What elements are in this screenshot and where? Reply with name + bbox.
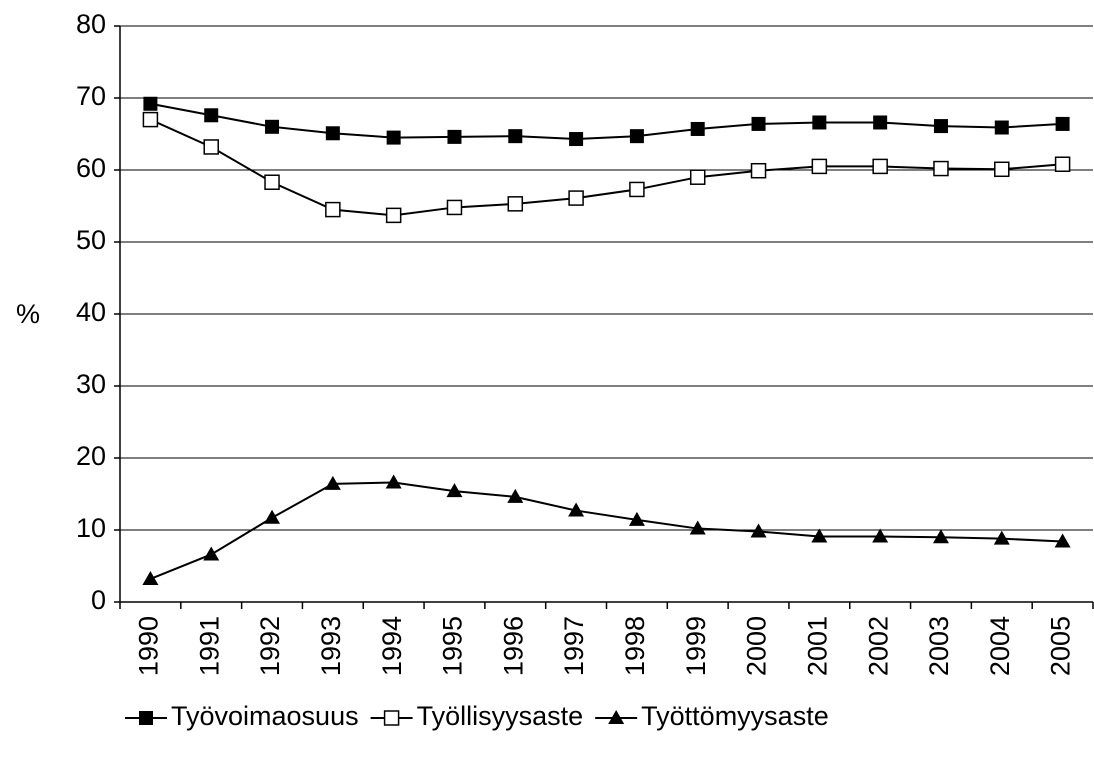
marker [994, 120, 1009, 135]
x-tick-label: 1990 [134, 616, 164, 676]
y-tick-label: 60 [76, 153, 106, 183]
marker [385, 207, 402, 224]
y-tick-label: 50 [76, 225, 106, 255]
legend-label: Työllisyysaste [417, 701, 584, 731]
marker [204, 108, 219, 123]
marker [872, 158, 888, 175]
marker [1054, 533, 1071, 548]
marker [264, 509, 281, 524]
marker [143, 96, 158, 111]
marker [994, 161, 1010, 178]
marker [264, 174, 280, 190]
marker [873, 115, 888, 130]
x-tick-label: 1993 [316, 616, 346, 676]
legend-label: Työttömyysaste [641, 701, 829, 731]
marker [142, 570, 159, 585]
y-axis-label: % [16, 299, 40, 329]
marker [750, 162, 767, 179]
marker [750, 523, 767, 538]
x-tick-label: 1992 [255, 616, 285, 676]
marker [608, 710, 625, 724]
marker [385, 474, 402, 489]
y-tick-label: 10 [76, 513, 106, 543]
legend-label: Työvoimaosuus [171, 701, 359, 731]
marker [629, 181, 645, 198]
marker [265, 119, 280, 134]
marker [203, 139, 219, 155]
marker [872, 528, 889, 543]
marker [932, 529, 949, 544]
x-tick-label: 2000 [742, 616, 772, 676]
y-tick-label: 30 [76, 369, 106, 399]
marker [689, 520, 706, 535]
marker [993, 530, 1010, 545]
x-tick-label: 1991 [194, 616, 224, 676]
marker [1055, 116, 1070, 131]
x-tick-label: 2001 [802, 616, 832, 676]
marker [386, 130, 401, 145]
marker [933, 119, 948, 134]
marker [507, 488, 524, 503]
marker [447, 129, 462, 144]
x-tick-label: 1999 [681, 616, 711, 676]
marker [139, 711, 153, 725]
x-tick-label: 1997 [559, 616, 589, 676]
marker [569, 132, 584, 147]
y-tick-label: 80 [76, 9, 106, 39]
marker [751, 116, 766, 131]
marker [507, 196, 524, 212]
marker [508, 129, 523, 144]
marker [811, 528, 828, 543]
marker [811, 158, 828, 175]
marker [446, 199, 463, 216]
series-line [150, 102, 1063, 141]
x-tick-label: 1998 [620, 616, 650, 676]
marker [383, 710, 400, 726]
marker [933, 160, 949, 177]
x-tick-label: 1996 [498, 616, 528, 676]
y-tick-label: 20 [76, 441, 106, 471]
marker [568, 502, 585, 517]
marker [689, 169, 706, 185]
x-tick-label: 1994 [377, 616, 407, 676]
marker [142, 111, 159, 128]
series-line [150, 481, 1063, 580]
marker [325, 201, 341, 218]
y-tick-label: 40 [76, 297, 106, 327]
marker [568, 190, 584, 206]
x-tick-label: 1995 [438, 616, 468, 676]
x-tick-label: 2002 [863, 616, 893, 676]
y-tick-label: 70 [76, 81, 106, 111]
y-tick-label: 0 [91, 585, 106, 615]
legend: Työvoimaosuus Työllisyysaste Työttömyysast… [125, 701, 829, 731]
marker [325, 126, 340, 141]
marker [629, 129, 644, 144]
x-tick-label: 2003 [924, 616, 954, 676]
marker [446, 483, 463, 498]
series-line [149, 118, 1063, 217]
marker [1054, 156, 1071, 172]
x-tick-label: 2005 [1046, 616, 1076, 676]
marker [628, 511, 645, 526]
marker [324, 475, 341, 490]
x-tick-label: 2004 [985, 616, 1015, 676]
marker [203, 546, 220, 561]
marker [690, 121, 705, 136]
marker [812, 115, 827, 130]
